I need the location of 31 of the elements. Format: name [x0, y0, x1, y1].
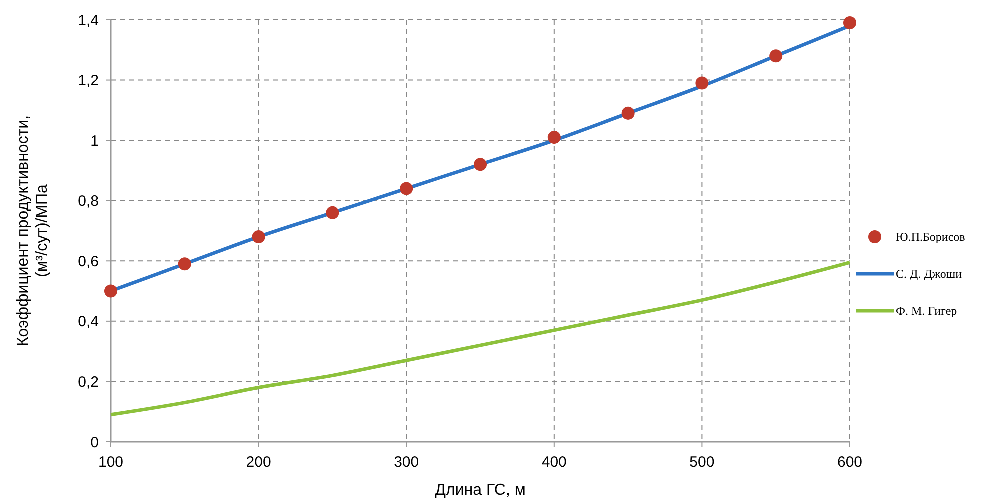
point	[104, 284, 118, 298]
x-tick-label: 500	[690, 454, 715, 471]
y-tick-label: 1,4	[78, 12, 99, 30]
point	[548, 131, 561, 144]
legend-label: Ю.П.Борисов	[896, 230, 966, 244]
x-tick-label: 100	[98, 454, 124, 471]
x-tick-label: 600	[837, 454, 863, 471]
point	[252, 230, 266, 244]
y-tick-label: 1,2	[78, 72, 99, 90]
x-tick-label: 300	[394, 454, 420, 471]
legend-label: Ф. М. Гигер	[896, 304, 958, 318]
y-tick-label: 0,6	[78, 253, 99, 270]
point	[400, 182, 414, 196]
point	[843, 16, 857, 30]
y-tick-label: 0,8	[78, 193, 99, 210]
y-tick-label: 0	[90, 434, 99, 452]
y-tick-label: 0,4	[78, 314, 99, 331]
point	[178, 258, 192, 271]
point	[770, 50, 783, 63]
y-tick-label: 1	[90, 132, 99, 150]
line-series	[109, 260, 852, 417]
y-axis-title: Коэффициент продуктивности, (м³/сут)/МПа	[15, 115, 52, 347]
point	[326, 206, 340, 220]
point	[696, 76, 709, 90]
legend-label: С. Д. Джоши	[896, 267, 963, 282]
x-axis-title: Длина ГС, м	[435, 482, 526, 499]
x-tick-label: 400	[542, 454, 567, 471]
point	[622, 106, 635, 120]
y-tick-label: 0,2	[78, 374, 99, 391]
x-tick-label: 200	[246, 454, 272, 471]
point	[474, 158, 488, 172]
